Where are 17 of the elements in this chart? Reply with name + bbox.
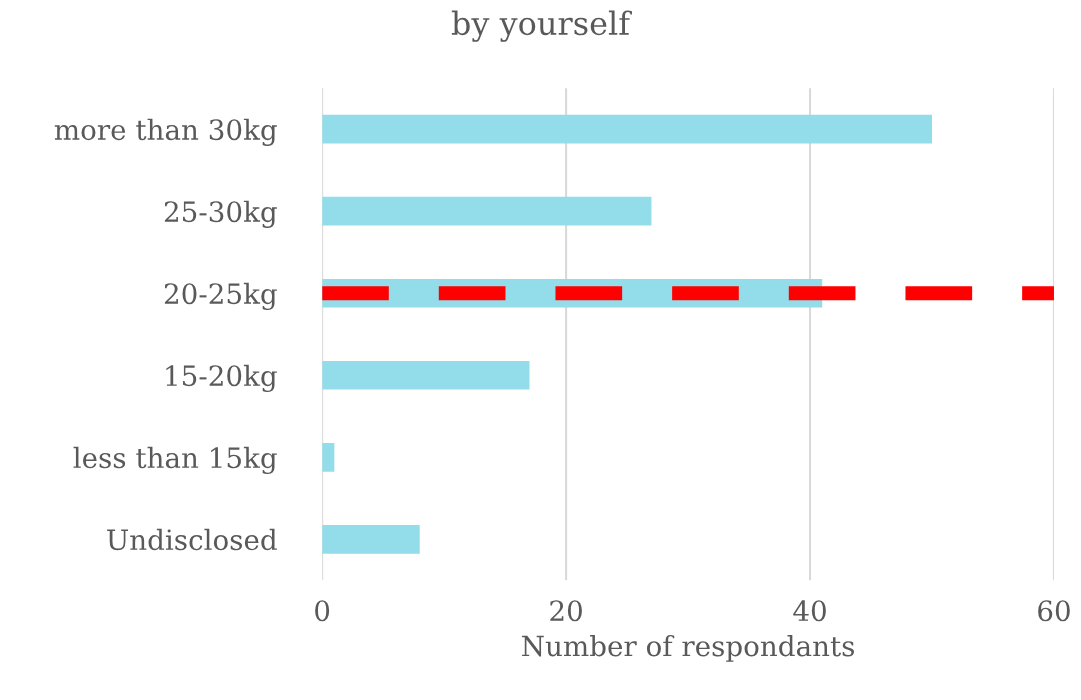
- bar: [322, 360, 530, 390]
- y-tick-label: Undisclosed: [107, 528, 277, 551]
- y-tick-label: 25-30kg: [164, 200, 277, 228]
- x-tick-label: 0: [315, 600, 330, 622]
- y-tick-label: more than 30kg: [54, 118, 277, 146]
- y-tick-label: less than 15kg: [73, 446, 277, 474]
- y-tick-label: 15-20kg: [166, 364, 277, 392]
- bar: [322, 524, 420, 554]
- chart-title: by yourself: [451, 10, 632, 42]
- x-tick-label: 40: [793, 600, 826, 622]
- bar: [322, 442, 335, 472]
- x-axis-title: Number of respondants: [522, 634, 854, 662]
- x-tick-label: 20: [550, 600, 582, 622]
- bar: [322, 114, 932, 144]
- y-tick-label: 20-25kg: [164, 282, 277, 310]
- x-tick-label: 60: [1038, 600, 1070, 622]
- bar: [322, 196, 652, 226]
